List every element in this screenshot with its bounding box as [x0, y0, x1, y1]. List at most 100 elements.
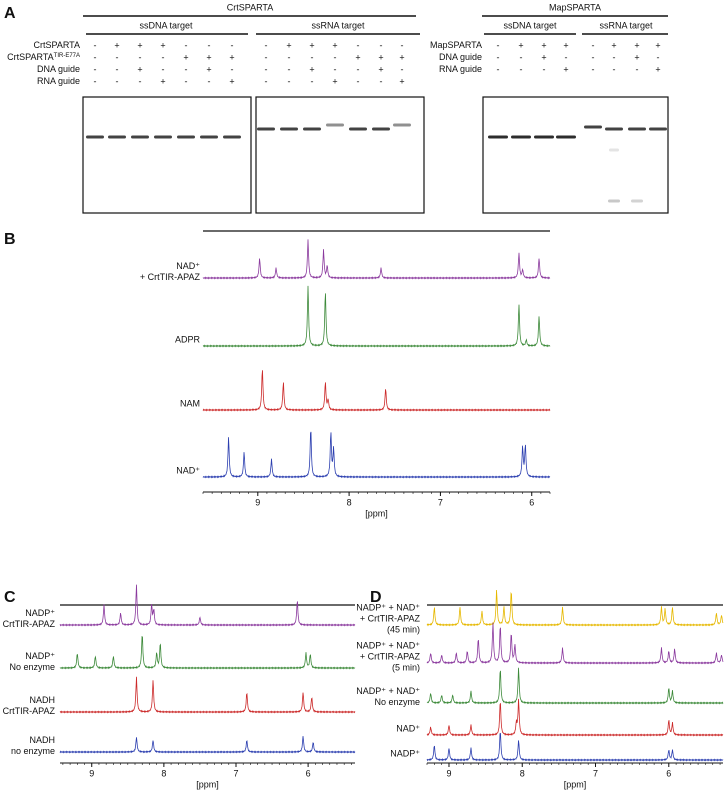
- sign: -: [94, 76, 97, 86]
- x-tick-label: 8: [161, 768, 166, 778]
- gel-band: [556, 135, 576, 139]
- spectrum: [202, 285, 551, 348]
- sign: +: [206, 64, 211, 74]
- sign: -: [265, 76, 268, 86]
- gel-band: [608, 199, 620, 203]
- gel-band: [280, 127, 298, 131]
- sign: -: [265, 40, 268, 50]
- sign: -: [357, 40, 360, 50]
- spectrum: [426, 732, 724, 762]
- spectrum-label: NADP⁺: [25, 608, 55, 618]
- sub-title: ssDNA target: [139, 20, 193, 30]
- spectrum-label: + CrtTIR-APAZ: [0, 619, 55, 629]
- x-tick-label: 7: [593, 768, 598, 778]
- x-tick-label: 7: [233, 768, 238, 778]
- sign: -: [311, 52, 314, 62]
- x-tick-label: 9: [89, 768, 94, 778]
- spectrum-label: NADH: [29, 735, 55, 745]
- spectrum-label: (5 min): [392, 662, 420, 672]
- spectrum-label: NADP⁺: [390, 748, 420, 758]
- sign: +: [229, 76, 234, 86]
- gel-band: [108, 135, 126, 139]
- sign: -: [94, 40, 97, 50]
- sign: +: [286, 40, 291, 50]
- sign: +: [229, 52, 234, 62]
- gel-band: [511, 135, 531, 139]
- sign: -: [94, 52, 97, 62]
- sign: -: [185, 76, 188, 86]
- sign: -: [636, 64, 639, 74]
- sign: -: [357, 64, 360, 74]
- spectrum: [59, 736, 356, 754]
- gel-band: [349, 127, 367, 131]
- spectrum-label: NAD⁺: [396, 723, 420, 733]
- sign: +: [518, 40, 523, 50]
- sign: -: [94, 64, 97, 74]
- sign: -: [380, 76, 383, 86]
- spectrum-label: NAM: [180, 398, 200, 408]
- row-label-text: CrtSPARTA: [33, 40, 80, 50]
- sign: +: [634, 52, 639, 62]
- x-axis-label: [ppm]: [196, 779, 219, 789]
- spectrum: [59, 636, 356, 670]
- sign: +: [160, 76, 165, 86]
- spectrum-label: No enzyme: [9, 662, 55, 672]
- spectrum: [426, 589, 724, 627]
- gel-band: [200, 135, 218, 139]
- gel-band: [628, 127, 646, 131]
- sign: -: [592, 52, 595, 62]
- sign: -: [613, 64, 616, 74]
- sign: +: [332, 76, 337, 86]
- gel: [482, 96, 669, 214]
- sign: -: [401, 40, 404, 50]
- sign: +: [541, 52, 546, 62]
- sign: +: [563, 40, 568, 50]
- gel-band: [649, 127, 667, 131]
- gel-band: [257, 127, 275, 131]
- sign: -: [543, 64, 546, 74]
- sign: -: [265, 64, 268, 74]
- row-label-text: MapSPARTA: [430, 40, 482, 50]
- sign: -: [208, 40, 211, 50]
- sign: +: [206, 52, 211, 62]
- sign: +: [309, 64, 314, 74]
- sign: -: [401, 64, 404, 74]
- row-label-text: DNA guide: [439, 52, 482, 62]
- panel-label: A: [4, 5, 16, 22]
- gel-band: [177, 135, 195, 139]
- panel-label: C: [4, 589, 16, 606]
- sign: -: [162, 64, 165, 74]
- spectrum: [426, 622, 724, 665]
- sign: -: [162, 52, 165, 62]
- x-axis-label: [ppm]: [564, 779, 587, 789]
- spectrum-label: NADH: [29, 695, 55, 705]
- row-label: DNA guide: [37, 64, 80, 74]
- sign: +: [160, 40, 165, 50]
- spectrum: [426, 667, 724, 705]
- spectrum: [202, 239, 551, 280]
- spectrum-label: ADPR: [175, 334, 201, 344]
- gel-band: [393, 123, 411, 127]
- sign: -: [288, 64, 291, 74]
- sign: -: [657, 52, 660, 62]
- gel-band: [326, 123, 344, 127]
- gel-band: [223, 135, 241, 139]
- gel-band: [86, 135, 104, 139]
- gel-band: [488, 135, 508, 139]
- sign: +: [655, 40, 660, 50]
- sign: +: [563, 64, 568, 74]
- row-label: MapSPARTA: [430, 40, 482, 50]
- row-label-text: CrtSPARTA: [7, 52, 54, 62]
- sign: +: [309, 40, 314, 50]
- spectrum-label: NADP⁺ + NAD⁺: [356, 686, 420, 696]
- x-tick-label: 8: [520, 768, 525, 778]
- x-tick-label: 7: [438, 497, 443, 507]
- sign: +: [137, 64, 142, 74]
- spectrum: [426, 698, 724, 737]
- spectrum-label: + CrtTIR-APAZ: [360, 613, 421, 623]
- spectrum-label: + CrtTIR-APAZ: [140, 272, 201, 282]
- sign: -: [116, 76, 119, 86]
- spectrum-label: NADP⁺ + NAD⁺: [356, 602, 420, 612]
- sign: -: [139, 52, 142, 62]
- x-tick-label: 6: [306, 768, 311, 778]
